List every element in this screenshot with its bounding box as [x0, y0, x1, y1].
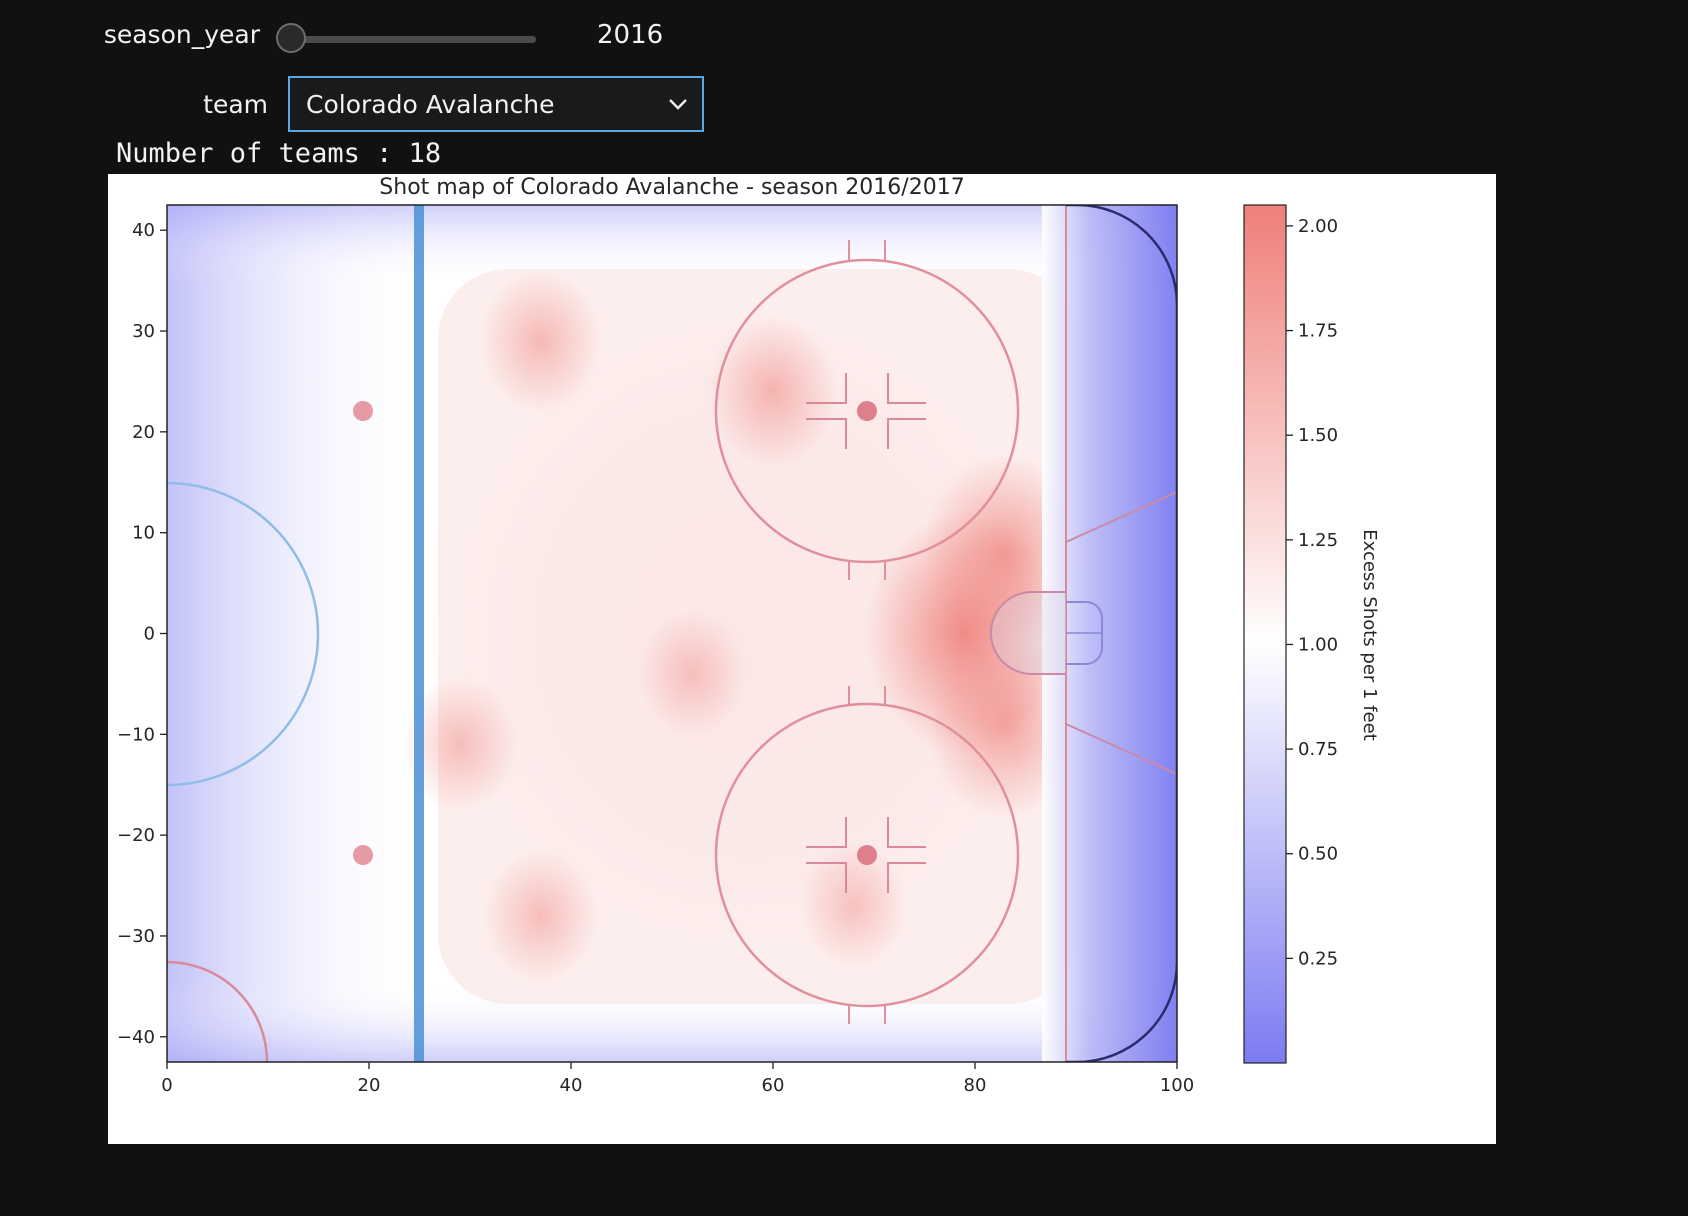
team-label: team	[203, 90, 268, 119]
colorbar-tick-label: 0.75	[1298, 739, 1338, 760]
colorbar-tick-label: 1.75	[1298, 321, 1338, 342]
season-year-label: season_year	[103, 20, 260, 49]
shot-map-figure: Shot map of Colorado Avalanche - season …	[108, 174, 1496, 1144]
colorbar-gradient	[1243, 204, 1287, 1064]
x-tick-label: 100	[1160, 1075, 1194, 1096]
heatmap-hotspot	[483, 848, 599, 984]
y-tick-label: −10	[117, 724, 155, 745]
x-tick-label: 80	[964, 1075, 987, 1096]
x-tick-label: 60	[762, 1075, 785, 1096]
x-tick-label: 40	[560, 1075, 583, 1096]
heatmap-hotspot	[479, 269, 602, 414]
y-axis: 40 30 20 10 0 −10 −20 −30 −40	[117, 220, 167, 1048]
team-dropdown-value: Colorado Avalanche	[306, 89, 555, 119]
colorbar-label: Excess Shots per 1 feet	[1359, 529, 1380, 741]
y-tick-label: −40	[117, 1027, 155, 1048]
rink-markings	[167, 205, 1177, 1062]
colorbar-tick-label: 1.50	[1298, 425, 1338, 446]
heatmap-hotspot	[799, 842, 908, 969]
team-dropdown[interactable]: Colorado Avalanche	[288, 76, 704, 132]
colorbar: 2.00 1.75 1.50 1.25 1.00 0.75 0.50 0.25 Excess …	[1243, 204, 1380, 1064]
y-tick-label: 20	[132, 422, 155, 443]
y-tick-label: 0	[144, 624, 155, 645]
y-tick-label: −30	[117, 926, 155, 947]
colorbar-tick-label: 0.50	[1298, 844, 1338, 865]
heatmap-hotspot	[708, 315, 838, 469]
y-tick-label: 30	[132, 321, 155, 342]
team-select-row: team Colorado Avalanche	[0, 76, 720, 134]
colorbar-tick-label: 1.00	[1298, 634, 1338, 655]
chevron-down-icon	[669, 99, 687, 110]
shot-map-chart: Shot map of Colorado Avalanche - season …	[117, 175, 1380, 1096]
heatmap-hotspot	[402, 676, 518, 812]
season-year-value: 2016	[597, 20, 664, 50]
y-tick-label: 40	[132, 220, 155, 241]
colorbar-tick-label: 0.25	[1298, 948, 1338, 969]
season-year-slider-handle[interactable]	[276, 23, 306, 53]
colorbar-tick-label: 1.25	[1298, 530, 1338, 551]
colorbar-tick-label: 2.00	[1298, 216, 1338, 237]
heatmap-layer	[167, 205, 1177, 1062]
chart-title: Shot map of Colorado Avalanche - season …	[379, 175, 964, 200]
y-tick-label: 10	[132, 523, 155, 544]
heatmap-hotspot	[638, 610, 747, 737]
season-year-slider-row: season_year 2016	[0, 8, 700, 58]
x-axis: 0 20 40 60 80 100	[161, 1062, 1194, 1096]
x-tick-label: 20	[358, 1075, 381, 1096]
x-tick-label: 0	[161, 1075, 172, 1096]
y-tick-label: −20	[117, 825, 155, 846]
teams-count-output: Number of teams : 18	[116, 138, 442, 169]
season-year-slider-track[interactable]	[291, 36, 536, 43]
